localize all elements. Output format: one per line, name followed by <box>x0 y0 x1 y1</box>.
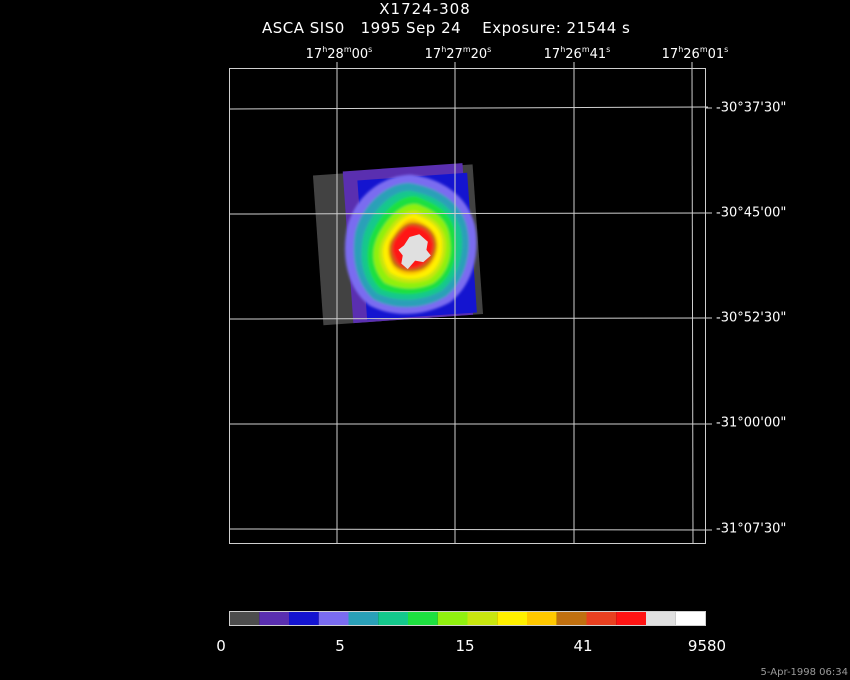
colorbar-frame <box>229 611 706 626</box>
exposure-label: Exposure: 21544 s <box>482 19 631 37</box>
colorbar-segment <box>348 611 379 626</box>
coordinate-grid <box>228 67 709 544</box>
colorbar-segment <box>497 611 527 626</box>
colorbar <box>229 611 706 626</box>
object-title: X1724-308 <box>379 0 471 18</box>
colorbar-segment <box>289 611 319 626</box>
colorbar-segment <box>675 611 706 626</box>
colorbar-segment <box>229 611 260 626</box>
dec-label-5: -31°07'30" <box>716 521 787 537</box>
dec-label-1: -30°37'30" <box>716 100 787 116</box>
ra-label-2: 17h27m20s <box>424 45 492 62</box>
dec-label-4: -31°00'00" <box>716 415 787 431</box>
colorbar-tick-2: 5 <box>335 637 345 655</box>
colorbar-segment <box>259 611 289 626</box>
dec-grid-line-3 <box>228 317 709 320</box>
instrument-label: ASCA SIS0 <box>262 19 345 37</box>
colorbar-segment <box>318 611 349 626</box>
core-lightgray <box>398 234 431 270</box>
colorbar-segment <box>467 611 498 626</box>
colorbar-tick-3: 15 <box>455 637 475 655</box>
image-rotated-field <box>312 163 484 326</box>
dec-label-3: -30°52'30" <box>716 310 787 326</box>
observation-info: ASCA SIS0 1995 Sep 24 Exposure: 21544 s <box>262 21 630 36</box>
colorbar-segment <box>378 611 408 626</box>
colorbar-segment <box>408 611 438 626</box>
ra-label-3: 17h26m41s <box>543 45 611 62</box>
dec-grid-line-2 <box>228 212 709 215</box>
ra-grid-line-4 <box>691 67 694 544</box>
colorbar-tick-5: 9580 <box>687 637 727 655</box>
colorbar-tick-4: 41 <box>573 637 593 655</box>
colorbar-segment <box>586 611 617 626</box>
colorbar-segment <box>616 611 646 626</box>
plot-frame <box>229 68 706 544</box>
colorbar-segment <box>527 611 557 626</box>
date-label: 1995 Sep 24 <box>360 19 462 37</box>
colorbar-tick-1: 0 <box>216 637 226 655</box>
ra-label-4: 17h26m01s <box>661 45 729 62</box>
timestamp-footer: 5-Apr-1998 06:34 <box>760 667 848 678</box>
colorbar-segment <box>646 611 676 626</box>
colorbar-segment <box>556 611 587 626</box>
ra-label-1: 17h28m00s <box>305 45 373 62</box>
colorbar-segment <box>437 611 468 626</box>
dec-grid-line-5 <box>228 528 709 531</box>
axis-ticks <box>336 62 712 531</box>
dec-label-2: -30°45'00" <box>716 205 787 221</box>
dec-grid-line-1 <box>228 106 709 110</box>
